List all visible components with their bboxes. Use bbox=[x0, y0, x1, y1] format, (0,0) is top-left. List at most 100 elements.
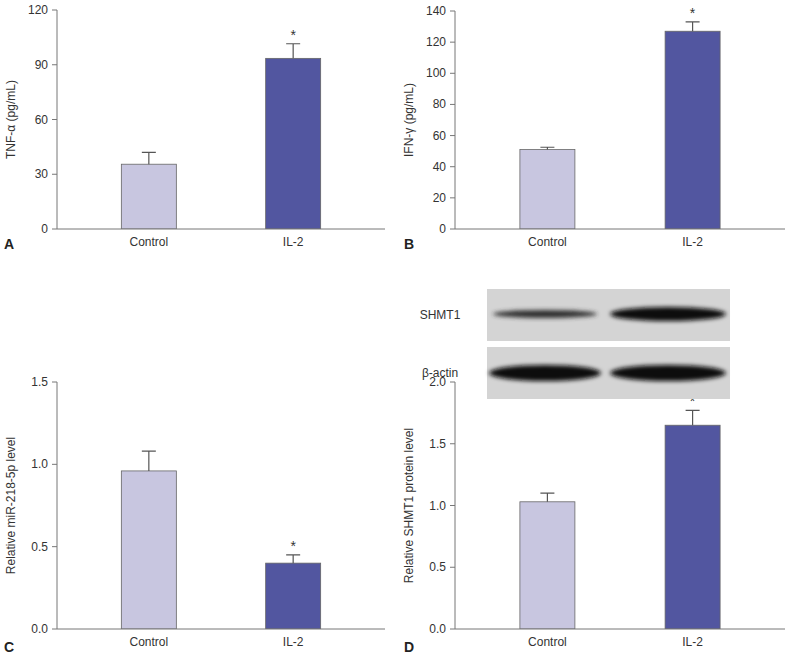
y-tick-label: 1.0 bbox=[429, 499, 446, 513]
y-tick-label: 60 bbox=[35, 113, 49, 127]
annotation: * bbox=[290, 27, 296, 43]
y-tick bbox=[450, 73, 455, 74]
y-tick-label: 80 bbox=[433, 97, 447, 111]
y-tick bbox=[450, 104, 455, 105]
y-tick-label: 60 bbox=[433, 129, 447, 143]
blot-label: SHMT1 bbox=[420, 308, 461, 322]
y-tick-label: 120 bbox=[426, 35, 446, 49]
y-tick bbox=[52, 174, 57, 175]
y-tick bbox=[52, 546, 57, 547]
x-tick-label: IL-2 bbox=[283, 235, 304, 249]
y-tick bbox=[52, 119, 57, 120]
y-tick-label: 0 bbox=[439, 222, 446, 236]
bar bbox=[520, 150, 575, 229]
x-tick-label: Control bbox=[528, 235, 567, 249]
bar bbox=[266, 58, 321, 229]
panel-label: B bbox=[404, 236, 414, 252]
panel-label: C bbox=[4, 639, 14, 655]
x-axis bbox=[57, 629, 385, 630]
y-tick-label: 0.5 bbox=[31, 540, 48, 554]
blot-band bbox=[610, 365, 726, 381]
y-tick-label: 140 bbox=[426, 4, 446, 18]
y-tick bbox=[450, 166, 455, 167]
y-tick bbox=[450, 443, 455, 444]
y-axis-label: Relative miR-218-5p level bbox=[4, 437, 18, 574]
y-tick bbox=[450, 229, 455, 230]
x-axis bbox=[455, 229, 785, 230]
y-tick-label: 90 bbox=[35, 58, 49, 72]
blot-membrane bbox=[487, 347, 730, 399]
x-tick-label: IL-2 bbox=[283, 635, 304, 649]
y-tick-label: 100 bbox=[426, 66, 446, 80]
marks bbox=[520, 410, 720, 629]
y-tick bbox=[450, 11, 455, 12]
blot-band bbox=[493, 310, 597, 318]
error-bar bbox=[286, 555, 300, 563]
y-tick-label: 1.0 bbox=[31, 457, 48, 471]
y-tick bbox=[450, 567, 455, 568]
marks bbox=[520, 22, 720, 229]
panel: * 0 20 40 60 80 100 120 140 Control IL-2 IFN-γ (pg/… bbox=[402, 4, 785, 252]
y-tick-label: 40 bbox=[433, 160, 447, 174]
y-tick bbox=[450, 629, 455, 630]
y-tick bbox=[450, 135, 455, 136]
y-tick-label: 0.0 bbox=[31, 622, 48, 636]
annotation: * bbox=[290, 538, 296, 554]
blot-band bbox=[610, 307, 726, 321]
figure: * 0 30 60 90 120 Control IL-2 TNF-α (pg/mL) A * 0 20… bbox=[0, 0, 792, 659]
y-tick-label: 30 bbox=[35, 167, 49, 181]
x-tick-label: Control bbox=[528, 635, 567, 649]
y-tick bbox=[450, 197, 455, 198]
panel-label: A bbox=[4, 236, 14, 252]
marks bbox=[121, 451, 320, 629]
y-tick-label: 1.5 bbox=[429, 437, 446, 451]
blot-band bbox=[489, 365, 601, 381]
y-tick bbox=[52, 64, 57, 65]
y-tick bbox=[52, 10, 57, 11]
x-tick-label: IL-2 bbox=[682, 635, 703, 649]
y-tick bbox=[450, 42, 455, 43]
y-tick-label: 0.5 bbox=[429, 560, 446, 574]
y-tick-label: 0 bbox=[41, 222, 48, 236]
panel: * 0.0 0.5 1.0 1.5 Control IL-2 Relative miR-218… bbox=[4, 375, 385, 655]
y-axis bbox=[57, 382, 58, 629]
x-tick-label: Control bbox=[129, 635, 168, 649]
bar bbox=[121, 164, 176, 229]
marks bbox=[121, 44, 320, 229]
y-axis bbox=[455, 11, 456, 229]
bar bbox=[665, 425, 720, 629]
y-tick-label: 0.0 bbox=[429, 622, 446, 636]
bar bbox=[665, 31, 720, 229]
y-tick bbox=[52, 229, 57, 230]
bar bbox=[520, 502, 575, 629]
error-bar bbox=[540, 493, 554, 502]
x-tick-label: Control bbox=[129, 235, 168, 249]
blot-label: β-actin bbox=[422, 366, 458, 380]
panel: * 0 30 60 90 120 Control IL-2 TNF-α (pg/mL) A bbox=[4, 3, 385, 252]
y-tick bbox=[52, 382, 57, 383]
y-tick-label: 120 bbox=[28, 3, 48, 17]
x-axis bbox=[57, 229, 385, 230]
y-axis-label: Relative SHMT1 protein level bbox=[402, 428, 416, 583]
y-axis-label: TNF-α (pg/mL) bbox=[4, 80, 18, 159]
x-tick-label: IL-2 bbox=[682, 235, 703, 249]
bar bbox=[266, 563, 321, 629]
bar bbox=[121, 471, 176, 629]
error-bar bbox=[286, 44, 300, 59]
error-bar bbox=[686, 410, 700, 425]
y-axis-label: IFN-γ (pg/mL) bbox=[402, 83, 416, 157]
blot-membrane bbox=[487, 289, 730, 341]
panel-label: D bbox=[404, 639, 414, 655]
y-tick bbox=[450, 382, 455, 383]
x-axis bbox=[455, 629, 785, 630]
annotation: * bbox=[690, 5, 696, 21]
panel: *0.00.51.01.52.0ControlIL-2Relative SHMT… bbox=[402, 289, 785, 655]
y-tick-label: 20 bbox=[433, 191, 447, 205]
error-bar bbox=[540, 147, 554, 149]
error-bar bbox=[142, 152, 156, 164]
y-tick bbox=[52, 464, 57, 465]
error-bar bbox=[686, 22, 700, 31]
y-tick bbox=[450, 505, 455, 506]
error-bar bbox=[142, 451, 156, 471]
y-tick-label: 1.5 bbox=[31, 375, 48, 389]
